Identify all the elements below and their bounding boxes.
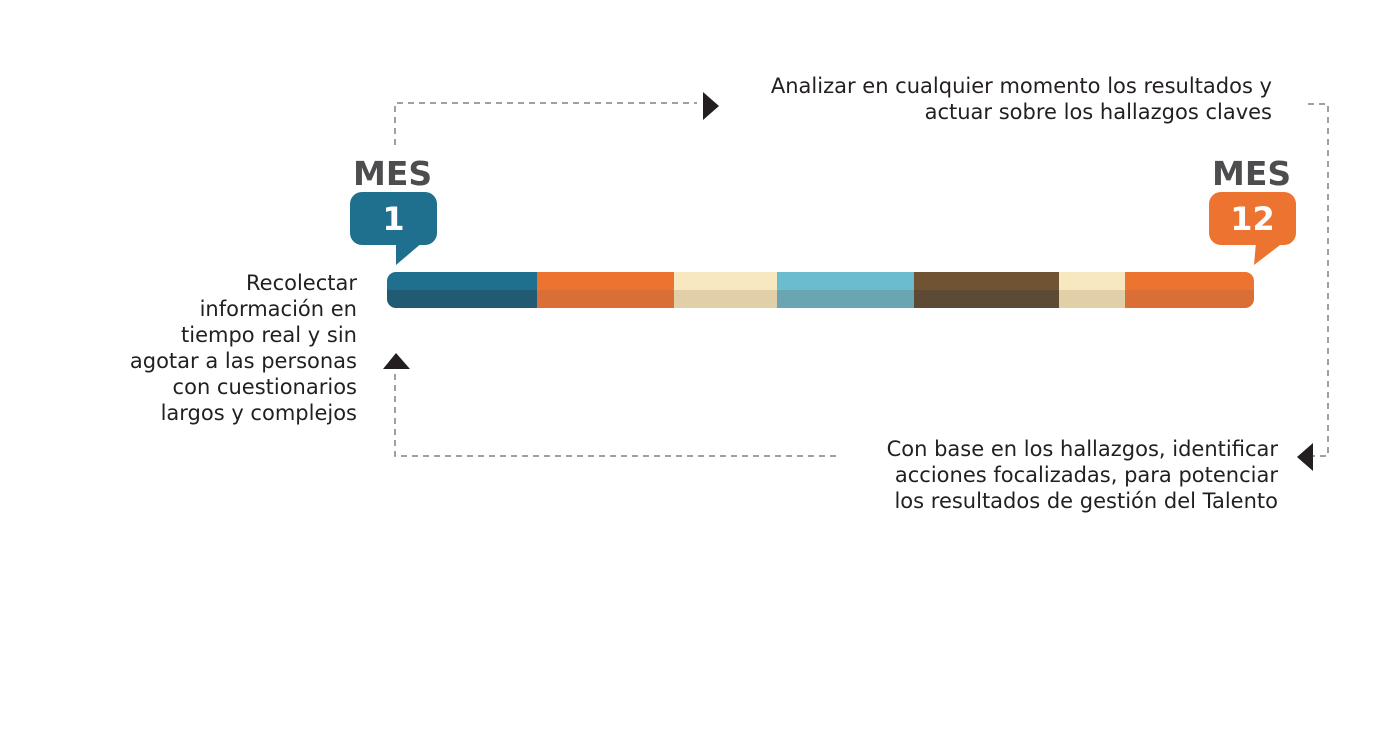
timeline-bar [387,272,1254,308]
end-month-bubble: 12 [1209,192,1296,245]
timeline-segment-top [674,272,777,290]
top-dashed-line [394,102,697,145]
arrow-right-icon [703,92,719,120]
bottom-dashed-line [394,372,836,457]
collect-text-line: tiempo real y sin [181,323,357,347]
collect-text-line: largos y complejos [160,401,357,425]
actions-text-line: los resultados de gestión del Talento [894,489,1278,513]
collect-text: Recolectar información en tiempo real y … [100,270,357,426]
timeline-segment-bottom [914,290,1059,308]
actions-text-line: Con base en los hallazgos, identificar [886,437,1278,461]
timeline-segment-bottom [777,290,914,308]
timeline-segment-bottom [1125,290,1254,308]
dashed-cycle-path [394,102,1329,457]
timeline-segment-top [914,272,1059,290]
analyze-text-line: actuar sobre los hallazgos claves [924,100,1272,124]
arrow-up-icon [383,353,410,369]
timeline-segment-top [537,272,674,290]
actions-text-line: acciones focalizadas, para potenciar [894,463,1278,487]
actions-text: Con base en los hallazgos, identificar a… [840,436,1278,514]
timeline-segment-bottom [674,290,777,308]
analyze-text-line: Analizar en cualquier momento los result… [770,74,1272,98]
bubble-12-tail [1254,242,1284,265]
start-month-number: 1 [382,199,405,238]
timeline-segment-top [1059,272,1125,290]
timeline-segment-bottom [387,290,537,308]
collect-text-line: Recolectar [246,271,357,295]
analyze-text: Analizar en cualquier momento los result… [700,73,1272,125]
collect-text-line: información en [199,297,357,321]
start-month-label: MES [353,154,433,193]
timeline-segment-top [1125,272,1254,290]
start-month-bubble: 1 [350,192,437,245]
collect-text-line: con cuestionarios [172,375,357,399]
timeline-segment-bottom [1059,290,1125,308]
timeline-segment-top [387,272,537,290]
timeline-segment-bottom [537,290,674,308]
arrow-left-icon [1297,443,1313,471]
collect-text-line: agotar a las personas [129,349,357,373]
end-month-number: 12 [1230,199,1275,238]
right-dashed-line [1308,103,1329,457]
timeline-segment-top [777,272,914,290]
end-month-label: MES [1212,154,1292,193]
bubble-1-tail [396,242,423,265]
